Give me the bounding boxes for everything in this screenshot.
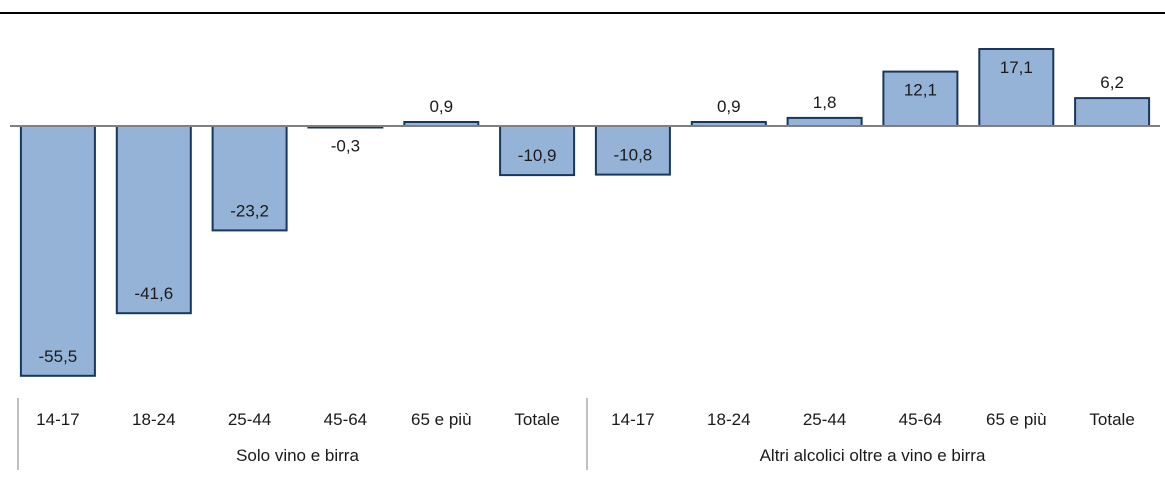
value-label-1: -55,5 xyxy=(39,347,78,366)
category-label-11: 65 e più xyxy=(986,410,1047,429)
group-axis: Solo vino e birra Altri alcolici oltre a … xyxy=(17,398,986,470)
category-label-10: 45-64 xyxy=(899,410,942,429)
value-label-6: -10,9 xyxy=(518,146,557,165)
value-label-9: 1,8 xyxy=(813,93,837,112)
bar-2 xyxy=(115,125,192,315)
bar-10 xyxy=(882,70,959,127)
bar-12 xyxy=(1074,97,1151,127)
category-label-3: 25-44 xyxy=(228,410,271,429)
value-label-8: 0,9 xyxy=(717,97,741,116)
category-label-7: 14-17 xyxy=(611,410,654,429)
category-label-8: 18-24 xyxy=(707,410,750,429)
bar-6 xyxy=(499,125,576,177)
category-label-4: 45-64 xyxy=(324,410,367,429)
category-label-9: 25-44 xyxy=(803,410,846,429)
group-label-2: Altri alcolici oltre a vino e birra xyxy=(760,446,986,465)
bar-9 xyxy=(786,116,863,128)
value-label-4: -0,3 xyxy=(331,136,360,155)
category-label-1: 14-17 xyxy=(36,410,79,429)
value-label-3: -23,2 xyxy=(230,201,269,220)
bar-1 xyxy=(19,125,96,377)
category-label-6: Totale xyxy=(514,410,559,429)
category-label-2: 18-24 xyxy=(132,410,175,429)
value-label-5: 0,9 xyxy=(429,97,453,116)
category-axis: 14-17 18-24 25-44 45-64 65 e più Totale 14-17 1… xyxy=(36,410,1135,429)
value-label-7: -10,8 xyxy=(614,146,653,165)
value-label-12: 6,2 xyxy=(1100,73,1124,92)
category-label-5: 65 e più xyxy=(411,410,472,429)
category-label-12: Totale xyxy=(1089,410,1134,429)
value-label-11: 17,1 xyxy=(1000,58,1033,77)
bars-layer xyxy=(19,48,1151,377)
value-label-10: 12,1 xyxy=(904,81,937,100)
value-label-2: -41,6 xyxy=(134,284,173,303)
group-label-1: Solo vino e birra xyxy=(236,446,359,465)
bar-3 xyxy=(211,125,288,232)
bar-11 xyxy=(978,48,1055,127)
bar-7 xyxy=(594,125,671,176)
value-labels-layer: -55,5 -41,6 -23,2 -0,3 0,9 -10,9 -10,8 0,9 1,8 12… xyxy=(39,58,1124,366)
